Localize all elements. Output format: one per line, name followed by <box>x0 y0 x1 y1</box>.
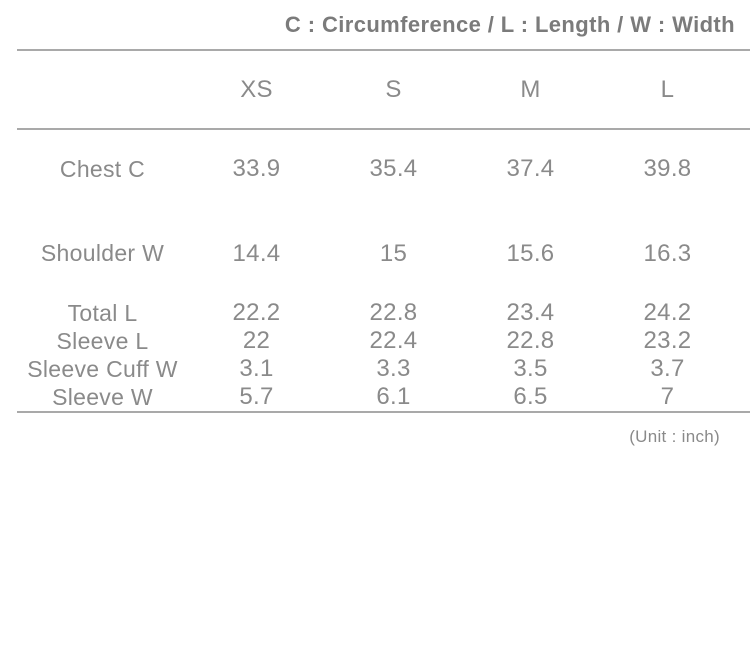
value-cell: 6.5 <box>513 383 548 410</box>
value-cell: 7 <box>660 383 675 410</box>
divider-bottom <box>17 411 750 413</box>
value-cell: 15 <box>379 239 408 267</box>
size-chart-footer: (Unit : inch) <box>0 413 750 460</box>
value-cell: 22.2 <box>232 299 281 326</box>
value-cell: 22.8 <box>369 299 418 326</box>
value-cell: 23.4 <box>506 299 555 326</box>
value-cell: 3.5 <box>513 355 548 382</box>
value-cell: 3.3 <box>376 355 411 382</box>
column-header-xs: XS <box>240 75 273 103</box>
value-cell: 24.2 <box>643 299 692 326</box>
value-cell: 37.4 <box>506 155 555 182</box>
row-label: Chest C <box>59 155 146 182</box>
value-cell: 22.8 <box>506 327 555 354</box>
column-header-l: L <box>660 75 675 103</box>
table-row-sleeve-width: Sleeve W 5.7 6.1 6.5 7 <box>0 383 750 411</box>
column-header-m: M <box>520 75 541 103</box>
value-cell: 35.4 <box>369 155 418 182</box>
table-row-sleeve-length: Sleeve L 22 22.4 22.8 23.2 <box>0 327 750 355</box>
row-label: Shoulder W <box>40 240 165 266</box>
row-label: Sleeve W <box>52 383 153 410</box>
value-cell: 14.4 <box>232 239 281 267</box>
divider-header <box>17 128 750 130</box>
value-cell: 3.7 <box>650 355 685 382</box>
row-label: Sleeve Cuff W <box>27 355 178 382</box>
table-row-chest: Chest C 33.9 35.4 37.4 39.8 <box>0 130 750 208</box>
table-row-total-length: Total L 22.2 22.8 23.4 24.2 <box>0 299 750 327</box>
value-cell: 16.3 <box>643 239 692 267</box>
size-chart-header: C : Circumference / L : Length / W : Wid… <box>0 0 750 49</box>
table-row-shoulder: Shoulder W 14.4 15 15.6 16.3 <box>0 208 750 299</box>
value-cell: 22 <box>242 327 271 354</box>
unit-note: (Unit : inch) <box>629 426 720 446</box>
value-cell: 3.1 <box>239 355 274 382</box>
corner-cell <box>17 51 188 128</box>
size-header-row: XS S M L <box>0 51 750 128</box>
column-header-s: S <box>385 75 402 103</box>
divider-top <box>17 49 750 51</box>
value-cell: 6.1 <box>376 383 411 410</box>
value-cell: 5.7 <box>239 383 274 410</box>
row-label: Total L <box>67 299 138 326</box>
value-cell: 23.2 <box>643 327 692 354</box>
row-label: Sleeve L <box>56 327 149 354</box>
value-cell: 22.4 <box>369 327 418 354</box>
value-cell: 33.9 <box>232 155 281 182</box>
legend-title: C : Circumference / L : Length / W : Wid… <box>284 11 735 37</box>
value-cell: 39.8 <box>643 155 692 182</box>
value-cell: 15.6 <box>506 239 555 267</box>
table-row-sleeve-cuff: Sleeve Cuff W 3.1 3.3 3.5 3.7 <box>0 355 750 383</box>
